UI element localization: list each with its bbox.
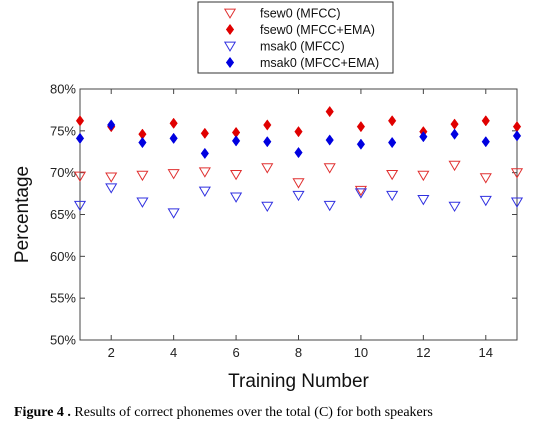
x-tick-label: 10 (354, 345, 368, 360)
data-point (325, 105, 334, 118)
legend-item: fsew0 (MFCC) (223, 7, 341, 21)
y-axis: 50% 55% 60% 65% 70% 75% 80% (50, 82, 517, 348)
data-point (169, 117, 178, 129)
x-tick-label: 6 (232, 345, 239, 360)
x-tick-label: 2 (108, 345, 115, 360)
caption-label: Figure 4 . (14, 405, 71, 420)
x-tick-label: 12 (416, 345, 430, 360)
legend-item: fsew0 (MFCC+EMA) (225, 23, 375, 37)
data-point (448, 201, 461, 213)
data-point (73, 200, 87, 212)
data-point (512, 130, 522, 142)
x-tick-label: 4 (170, 345, 177, 360)
x-axis-title: Training Number (228, 371, 369, 392)
series-1 (73, 160, 524, 197)
data-point (450, 128, 459, 140)
data-point (261, 163, 274, 174)
data-point (263, 136, 272, 148)
data-point (323, 200, 336, 212)
data-point (200, 127, 209, 139)
legend-label: fsew0 (MFCC) (260, 7, 341, 21)
data-point (169, 132, 178, 144)
data-point (325, 134, 334, 146)
data-point (73, 171, 87, 182)
y-tick-label: 75% (50, 123, 76, 138)
data-point (354, 185, 368, 197)
y-axis-title: Percentage (12, 166, 33, 263)
legend-label: msak0 (MFCC+EMA) (260, 56, 379, 70)
data-point (419, 131, 428, 143)
series-3 (73, 183, 524, 219)
data-point (136, 170, 149, 182)
data-point (481, 115, 490, 127)
series-4 (75, 119, 522, 160)
y-tick-label: 60% (50, 249, 76, 264)
figure-caption: Figure 4 . Results of correct phonemes o… (14, 405, 534, 421)
data-point (417, 170, 430, 182)
data-point (356, 121, 366, 133)
y-tick-label: 65% (50, 207, 76, 222)
data-point (450, 118, 459, 130)
data-point (479, 195, 492, 207)
data-point (167, 169, 180, 180)
data-point (292, 190, 305, 202)
data-point (261, 201, 274, 213)
data-point (323, 163, 336, 174)
data-points (73, 105, 524, 219)
x-axis: 2 4 6 8 10 12 14 (108, 89, 493, 360)
data-point (294, 126, 303, 138)
data-point (75, 132, 85, 144)
legend-item: msak0 (MFCC) (223, 40, 345, 54)
y-tick-label: 50% (50, 333, 76, 348)
legend-marker (223, 8, 237, 19)
data-point (510, 197, 524, 208)
legend-marker (225, 23, 235, 36)
x-tick-label: 14 (479, 345, 493, 360)
data-point (448, 160, 461, 172)
data-point (231, 135, 241, 147)
data-point (386, 169, 399, 181)
y-tick-label: 80% (50, 82, 76, 97)
data-point (136, 197, 149, 208)
data-point (198, 167, 211, 178)
data-point (229, 192, 243, 203)
legend-marker (223, 41, 237, 52)
chart: fsew0 (MFCC) fsew0 (MFCC+EMA) msak0 (MFCC)… (12, 1, 524, 392)
data-point (107, 119, 116, 131)
data-point (479, 173, 492, 184)
caption-text: Results of correct phonemes over the tot… (74, 405, 433, 420)
data-point (388, 115, 397, 127)
data-point (167, 208, 180, 219)
y-tick-label: 55% (50, 291, 76, 306)
data-point (200, 147, 209, 160)
data-point (105, 172, 118, 183)
data-point (138, 136, 147, 149)
data-point (229, 169, 243, 181)
legend: fsew0 (MFCC) fsew0 (MFCC+EMA) msak0 (MFCC)… (197, 1, 394, 74)
data-point (388, 136, 397, 149)
legend-label: msak0 (MFCC) (260, 40, 345, 54)
data-point (354, 188, 368, 199)
data-point (481, 136, 490, 148)
legend-item: msak0 (MFCC+EMA) (225, 56, 379, 70)
x-tick-label: 8 (295, 345, 302, 360)
legend-marker (225, 56, 235, 69)
data-point (510, 168, 524, 179)
y-tick-label: 70% (50, 165, 76, 180)
data-point (417, 195, 430, 206)
data-point (263, 119, 272, 131)
data-point (356, 138, 366, 150)
data-point (294, 146, 303, 159)
data-point (292, 178, 305, 189)
legend-label: fsew0 (MFCC+EMA) (260, 23, 375, 37)
data-point (198, 186, 211, 197)
data-point (386, 190, 399, 202)
data-point (75, 115, 85, 127)
data-point (105, 183, 118, 194)
